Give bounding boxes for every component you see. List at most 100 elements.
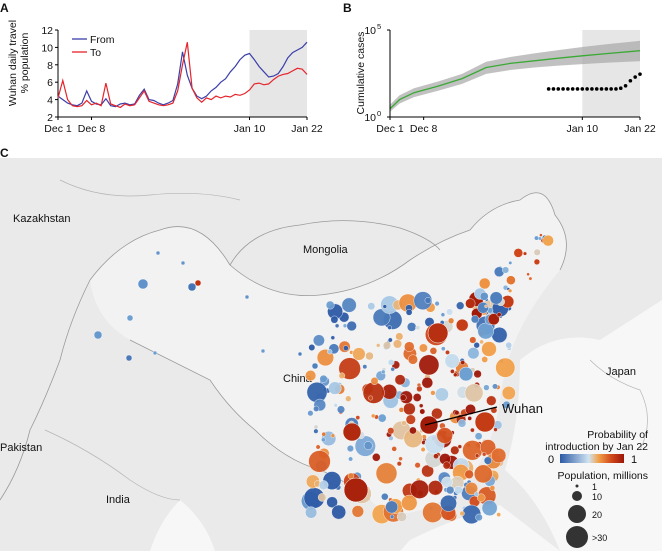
city-bubble — [391, 446, 397, 452]
city-bubble — [433, 453, 439, 460]
city-bubble — [398, 407, 405, 413]
panel-a-ytick-label: 6 — [47, 77, 53, 89]
panel-b-reported-point — [575, 87, 580, 91]
city-bubble — [465, 403, 476, 415]
map-label-mongolia: Mongolia — [303, 244, 349, 256]
city-bubble — [469, 336, 477, 344]
city-bubble — [409, 426, 417, 435]
city-bubble — [330, 315, 339, 324]
panel-a-ylabel-line2: % population — [19, 32, 31, 93]
size-legend-title: Population, millions — [558, 470, 648, 482]
panel-b-ytick-exp: 0 — [377, 109, 381, 118]
city-bubble — [465, 482, 479, 496]
panel-b-reported-point — [623, 84, 628, 88]
city-bubble — [338, 372, 346, 379]
city-bubble — [405, 308, 413, 316]
wuhan-pointer — [424, 406, 498, 426]
panel-b-reported-point — [556, 87, 561, 91]
city-bubble — [470, 315, 480, 324]
city-bubble — [313, 424, 319, 430]
city-bubble — [381, 493, 389, 501]
panel-b-reported-point — [604, 87, 609, 91]
city-bubble — [496, 312, 502, 317]
city-bubble — [436, 427, 453, 444]
city-bubble-large — [474, 411, 496, 433]
city-bubble — [491, 327, 508, 344]
panel-a-ytick-label: 2 — [47, 112, 53, 124]
panel-a-xtick-label: Jan 10 — [234, 123, 266, 135]
city-bubble — [526, 272, 530, 276]
size-legend-dot-10 — [572, 491, 582, 501]
panel-b-ylabel: Cumulative cases — [355, 32, 367, 115]
city-bubble — [362, 381, 385, 404]
city-bubble — [403, 402, 416, 416]
city-bubble — [523, 251, 528, 256]
city-bubble — [401, 494, 418, 512]
city-bubble — [346, 320, 357, 332]
city-bubble — [398, 456, 403, 461]
city-bubble — [341, 297, 357, 313]
panel-b-uncertainty-band — [390, 40, 640, 112]
city-bubble — [152, 350, 158, 356]
city-bubble — [396, 461, 402, 467]
city-bubble — [481, 356, 489, 363]
city-bubble — [448, 317, 455, 324]
panel-a-xtick-label: Jan 22 — [291, 123, 323, 135]
city-bubble — [481, 341, 497, 357]
city-bubble — [313, 405, 320, 412]
city-bubble — [424, 297, 432, 304]
city-bubble — [489, 485, 496, 491]
panel-b-reported-point — [599, 87, 604, 91]
colorbar-title: introduction by Jan 22 — [545, 441, 648, 453]
city-bubble — [479, 291, 489, 301]
sea-south — [400, 505, 560, 551]
city-bubble — [415, 325, 421, 331]
map-label-pakistan: Pakistan — [0, 442, 42, 454]
border-north — [89, 192, 567, 296]
city-bubble — [419, 403, 424, 408]
city-bubble — [453, 372, 458, 377]
city-bubble — [456, 301, 465, 310]
city-bubble — [496, 512, 502, 517]
wuhan-label: Wuhan — [502, 401, 543, 416]
city-bubble — [513, 248, 523, 258]
city-bubble — [473, 369, 482, 379]
map-label-india: India — [106, 494, 131, 506]
panel-a-xtick-label: Dec 8 — [78, 123, 106, 135]
city-bubble — [376, 343, 381, 348]
city-bubble — [385, 500, 399, 514]
city-bubble — [407, 354, 418, 365]
city-bubble — [413, 291, 433, 311]
city-bubble — [440, 494, 457, 512]
city-bubble — [457, 419, 467, 428]
city-bubble — [454, 485, 463, 495]
city-bubble — [459, 510, 465, 517]
city-bubble — [477, 493, 486, 502]
city-bubble — [460, 360, 466, 365]
city-bubble — [305, 370, 317, 382]
city-bubble — [477, 322, 495, 340]
city-bubble — [416, 385, 423, 393]
city-bubble — [491, 447, 507, 464]
city-bubble — [180, 260, 186, 266]
city-bubble — [440, 346, 446, 352]
city-bubble — [319, 374, 328, 383]
city-bubble — [401, 420, 407, 426]
city-bubble — [347, 472, 355, 480]
city-bubble — [326, 496, 338, 508]
city-bubble — [542, 234, 554, 247]
city-bubble-large — [419, 415, 439, 435]
panel-b-reported-point — [585, 87, 589, 91]
border-mongolia — [229, 220, 441, 266]
city-bubble — [475, 513, 483, 522]
panel-b-reported-point — [609, 87, 613, 91]
city-bubble — [334, 323, 340, 328]
city-bubble — [477, 302, 489, 314]
panel-a-chart: 2 4 6 8 10 12 Dec 1 Dec 8 Jan 10 Jan 22 Wuhan da… — [7, 20, 323, 135]
colorbar-max-label: 1 — [631, 454, 637, 466]
panel-b-ytick-exp: 5 — [377, 22, 381, 31]
city-bubble — [318, 480, 329, 490]
city-bubble — [315, 444, 321, 450]
panel-a-line-to — [57, 42, 308, 109]
city-bubble-large — [342, 422, 362, 442]
